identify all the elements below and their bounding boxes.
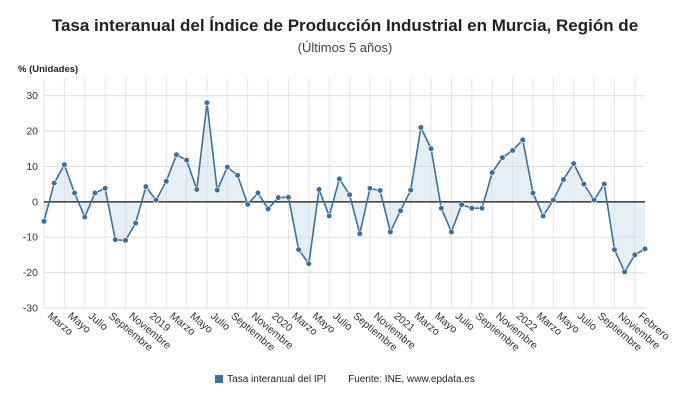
y-tick-labels: 30 20 10 0 -10 -20 -30 bbox=[23, 90, 38, 314]
data-point bbox=[560, 176, 567, 183]
data-point bbox=[336, 175, 343, 182]
y-tick-label: 10 bbox=[26, 161, 38, 173]
data-point bbox=[478, 205, 486, 212]
data-point bbox=[601, 181, 608, 188]
data-point bbox=[305, 260, 312, 267]
data-point bbox=[529, 189, 537, 197]
data-point bbox=[550, 196, 557, 204]
legend: Tasa interanual del IPI Fuente: INE, www.… bbox=[0, 374, 690, 385]
data-point bbox=[132, 219, 139, 227]
chart-title: Tasa interanual del Índice de Producción… bbox=[51, 16, 639, 35]
data-point bbox=[397, 207, 404, 214]
data-point bbox=[519, 136, 526, 144]
data-point bbox=[499, 154, 506, 161]
x-tick-labels: MarzoMayoJulioSeptiembreNoviembre2019Mar… bbox=[45, 310, 672, 354]
legend-series-label: Tasa interanual del IPI bbox=[227, 374, 327, 385]
data-point bbox=[366, 185, 374, 192]
y-tick-label: 0 bbox=[32, 196, 38, 208]
chart-subtitle: (Últimos 5 años) bbox=[297, 40, 393, 55]
data-point bbox=[51, 179, 58, 187]
data-point bbox=[468, 205, 475, 212]
data-point bbox=[590, 196, 598, 204]
data-point bbox=[142, 183, 149, 190]
data-point bbox=[102, 185, 109, 192]
y-tick-label: -30 bbox=[23, 303, 38, 315]
data-point bbox=[611, 246, 618, 253]
data-point bbox=[448, 228, 455, 236]
y-tick-label: -20 bbox=[23, 267, 38, 279]
data-point bbox=[244, 201, 251, 208]
data-point bbox=[193, 186, 200, 193]
data-point bbox=[275, 194, 282, 201]
y-tick-label: 30 bbox=[26, 90, 38, 102]
data-point bbox=[254, 189, 262, 197]
data-point bbox=[458, 201, 465, 208]
data-point bbox=[540, 212, 547, 220]
data-point bbox=[315, 186, 323, 193]
data-point bbox=[489, 169, 496, 176]
data-point bbox=[427, 145, 435, 152]
legend-swatch bbox=[215, 375, 224, 383]
data-point bbox=[234, 172, 241, 179]
data-point bbox=[214, 187, 221, 194]
data-point bbox=[580, 181, 587, 188]
data-point bbox=[183, 156, 190, 164]
data-point bbox=[91, 189, 99, 197]
data-point bbox=[377, 187, 384, 194]
y-axis-unit-label: % (Unidades) bbox=[18, 64, 79, 75]
data-points bbox=[40, 99, 649, 276]
data-point bbox=[40, 218, 48, 225]
data-point bbox=[570, 160, 577, 167]
data-point bbox=[346, 191, 353, 198]
data-point bbox=[61, 161, 68, 168]
data-point bbox=[621, 268, 628, 276]
data-point bbox=[356, 230, 363, 237]
data-point bbox=[224, 164, 231, 171]
data-point bbox=[407, 187, 414, 194]
data-point bbox=[122, 237, 129, 244]
data-point bbox=[387, 228, 394, 236]
data-point bbox=[81, 213, 88, 221]
source-text: Fuente: INE, www.epdata.es bbox=[348, 374, 475, 385]
y-tick-label: 20 bbox=[26, 126, 38, 138]
data-point bbox=[285, 194, 292, 201]
data-point bbox=[173, 151, 180, 158]
data-point bbox=[71, 189, 78, 197]
series-line bbox=[43, 102, 646, 274]
data-point bbox=[641, 245, 649, 253]
data-point bbox=[326, 212, 333, 220]
data-point bbox=[112, 236, 119, 243]
data-point bbox=[203, 99, 211, 106]
data-point bbox=[438, 205, 445, 212]
data-point bbox=[295, 246, 302, 253]
data-point bbox=[265, 205, 272, 213]
data-point bbox=[631, 251, 638, 259]
series-line-path bbox=[43, 102, 646, 274]
data-point bbox=[509, 147, 516, 154]
grid-lines bbox=[43, 78, 645, 309]
data-point bbox=[163, 178, 170, 185]
data-point bbox=[417, 124, 424, 131]
y-tick-label: -10 bbox=[23, 232, 38, 244]
data-point bbox=[152, 196, 160, 204]
